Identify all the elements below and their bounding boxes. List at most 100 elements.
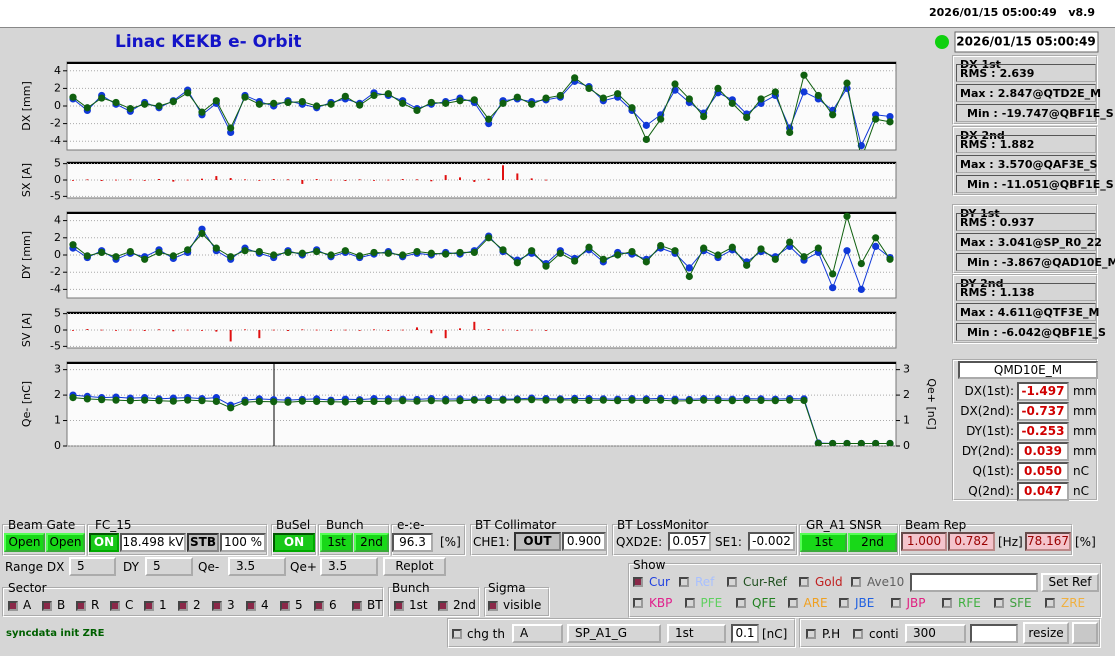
input[interactable]: 0.1: [731, 624, 759, 643]
data-point: [685, 272, 693, 281]
data-point: [456, 97, 464, 105]
bar: [100, 329, 103, 331]
y-tick-label: -4: [50, 282, 61, 295]
checkbox[interactable]: [438, 601, 448, 611]
button[interactable]: Set Ref: [1041, 573, 1099, 592]
checkbox[interactable]: [394, 601, 404, 611]
checkbox[interactable]: [942, 598, 952, 608]
data-point: [313, 397, 321, 406]
monitor-label: DX(2nd):: [960, 404, 1014, 418]
checkbox[interactable]: [8, 601, 18, 611]
data-point: [585, 84, 593, 92]
dropdown[interactable]: 3.5: [228, 557, 286, 576]
name: CHE1:: [473, 535, 510, 549]
bar: [229, 178, 232, 180]
data-point: [83, 252, 91, 260]
data-point: [270, 398, 278, 406]
checkbox[interactable]: [851, 577, 861, 587]
value: 18.498 kV: [120, 533, 186, 552]
checkbox[interactable]: [853, 629, 863, 639]
data-point: [642, 396, 650, 405]
value: 100 %: [220, 533, 266, 552]
checkbox[interactable]: [246, 601, 256, 611]
data-point: [155, 102, 163, 110]
data-point: [184, 89, 192, 97]
checkbox[interactable]: [684, 598, 695, 608]
monitor-name: QMD10E_M: [958, 361, 1098, 379]
input[interactable]: [970, 624, 1018, 643]
series-group: [72, 165, 547, 184]
dropdown[interactable]: SP_A1_G: [567, 624, 661, 643]
checkbox[interactable]: [993, 598, 1004, 608]
checkbox[interactable]: [178, 601, 188, 611]
bar: [215, 330, 218, 332]
stats-value: 1.138: [999, 286, 1035, 299]
data-point: [513, 259, 521, 267]
dropdown[interactable]: 1st: [667, 624, 726, 643]
bar: [258, 180, 261, 181]
data-point: [857, 260, 865, 268]
checkbox[interactable]: [212, 601, 222, 611]
checkbox[interactable]: [1045, 598, 1055, 608]
data-point: [886, 112, 894, 121]
checkbox[interactable]: [488, 601, 498, 611]
checkbox[interactable]: [633, 598, 643, 608]
checkbox[interactable]: [76, 601, 86, 611]
dropdown[interactable]: 300: [905, 624, 966, 643]
checkbox[interactable]: [787, 598, 798, 608]
data-point: [413, 247, 421, 256]
checkbox[interactable]: [679, 577, 689, 587]
checkbox[interactable]: [736, 598, 746, 608]
bar: [186, 179, 189, 181]
dropdown[interactable]: 5: [69, 557, 116, 576]
button[interactable]: resize: [1023, 622, 1069, 644]
button[interactable]: 1st: [800, 533, 847, 552]
data-point: [227, 124, 235, 132]
checkbox[interactable]: [280, 601, 290, 611]
checkbox[interactable]: [799, 577, 809, 587]
data-point: [98, 94, 106, 102]
checkbox[interactable]: [890, 598, 901, 608]
checkbox[interactable]: [806, 629, 816, 639]
checkbox[interactable]: [839, 598, 849, 608]
bar: [444, 330, 447, 339]
series-group: [69, 212, 894, 293]
data-point: [685, 264, 693, 272]
stats-row: RMS :1.882: [956, 135, 1096, 153]
y2-tick-label: 0: [903, 439, 910, 452]
checkbox[interactable]: [727, 577, 737, 587]
button[interactable]: Open: [4, 533, 45, 552]
dropdown[interactable]: 5: [145, 557, 193, 576]
y-tick-label: 4: [54, 64, 61, 77]
button[interactable]: Open: [46, 533, 85, 552]
checkbox[interactable]: [42, 601, 52, 611]
camera-button[interactable]: [1072, 622, 1098, 644]
button[interactable]: 1st: [320, 533, 353, 552]
checkbox[interactable]: [633, 577, 643, 587]
data-point: [83, 395, 91, 403]
show-label: JBP: [906, 596, 926, 610]
checkbox[interactable]: [314, 601, 324, 611]
button[interactable]: Replot: [383, 557, 446, 576]
checkbox[interactable]: [352, 601, 362, 611]
checkbox[interactable]: [452, 629, 462, 639]
dropdown[interactable]: 3.5: [320, 557, 378, 576]
data-point: [442, 250, 450, 258]
data-point: [327, 251, 335, 259]
data-point: [284, 98, 292, 107]
stats-row: Min : -3.867@QAD10E_M: [956, 253, 1115, 271]
dropdown[interactable]: A: [512, 624, 563, 643]
data-point: [485, 115, 493, 123]
input[interactable]: [910, 573, 1038, 592]
button[interactable]: 2nd: [354, 533, 389, 552]
data-point: [413, 397, 421, 405]
data-point: [241, 398, 249, 406]
button[interactable]: 2nd: [848, 533, 897, 552]
checkbox[interactable]: [144, 601, 154, 611]
stats-row: Max :4.611@QTF3E_M: [956, 303, 1099, 321]
group-frame: [388, 587, 480, 617]
bar: [330, 330, 332, 331]
data-point: [227, 253, 235, 261]
checkbox[interactable]: [110, 601, 120, 611]
data-point: [857, 285, 865, 293]
